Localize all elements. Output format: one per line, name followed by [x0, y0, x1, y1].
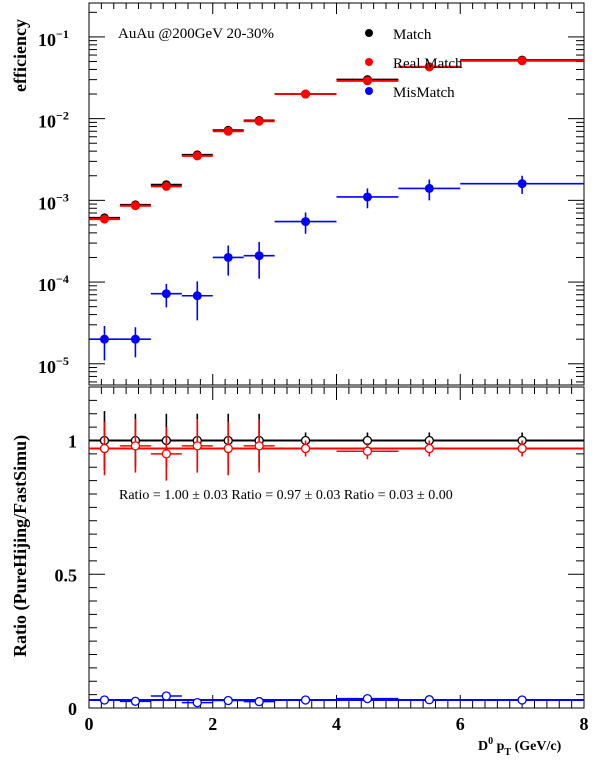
mismatch-point	[161, 289, 171, 299]
mismatch-point	[362, 192, 372, 202]
real-match-point	[223, 126, 233, 136]
x-tick-label: 6	[456, 714, 465, 734]
real-match-ratio-point	[161, 449, 171, 459]
legend-label-match: Match	[393, 27, 432, 43]
legend-marker-real-match	[365, 58, 373, 66]
ratio-data-marks	[89, 411, 584, 708]
real-match-ratio-point	[517, 443, 527, 454]
x-tick-label: 4	[332, 714, 341, 734]
mismatch-ratio-point	[130, 696, 141, 706]
real-match-ratio-point	[99, 443, 110, 454]
mismatch-ratio-point	[161, 691, 171, 701]
ratio-panel-frame	[88, 386, 585, 709]
mismatch-ratio-point	[362, 693, 373, 704]
real-match-point	[424, 62, 434, 72]
mismatch-ratio-point	[300, 695, 311, 705]
mismatch-ratio-point	[254, 696, 264, 707]
y-tick-label: 1	[68, 432, 77, 452]
efficiency-y-tick-labels: 10−1 10−2 10−3 10−4 10−5	[38, 27, 69, 377]
real-match-point	[517, 56, 527, 66]
ratio-axis-ticks	[88, 386, 585, 709]
x-tick-label: 0	[85, 714, 94, 734]
mismatch-point	[517, 179, 527, 189]
legend-marker-mismatch	[365, 87, 373, 95]
collision-system-annotation: AuAu @200GeV 20-30%	[118, 26, 274, 42]
x-axis-label: D0 pT (GeV/c)	[478, 736, 562, 758]
real-match-point	[301, 89, 311, 99]
real-match-point	[161, 181, 171, 191]
real-match-point	[362, 76, 372, 86]
efficiency-data-marks	[89, 55, 584, 361]
real-match-ratio-point	[362, 446, 373, 456]
real-match-point	[99, 214, 109, 224]
ratio-y-axis-label: Ratio (PureHijing/FastSimu)	[10, 435, 31, 657]
legend-marker-match	[365, 29, 373, 37]
y-tick-label: 0.5	[55, 565, 78, 585]
mismatch-point	[301, 217, 311, 227]
mismatch-ratio-point	[192, 698, 202, 708]
real-match-point	[130, 201, 140, 211]
y-tick-label: 10−4	[38, 272, 69, 295]
real-match-ratio-point	[130, 441, 141, 451]
mismatch-point	[99, 334, 109, 344]
ratio-fit-results: Ratio = 1.00 ± 0.03 Ratio = 0.97 ± 0.03 …	[119, 488, 453, 503]
mismatch-point	[130, 334, 140, 344]
legend-label-real-match: Real Match	[393, 56, 463, 72]
x-tick-label: 2	[208, 714, 217, 734]
mismatch-point	[424, 183, 434, 193]
ratio-x-tick-labels: 0 2 4 6 8	[85, 714, 589, 734]
y-tick-label: 10−5	[38, 354, 69, 377]
legend: Match Real Match MisMatch	[365, 27, 463, 101]
mismatch-ratio-point	[517, 695, 527, 705]
mismatch-ratio-point	[99, 695, 110, 705]
mismatch-ratio-point	[424, 695, 434, 705]
real-match-ratio-point	[300, 443, 311, 454]
real-match-point	[254, 116, 264, 126]
real-match-ratio-point	[223, 443, 233, 454]
y-tick-label: 10−2	[38, 109, 69, 132]
real-match-ratio-point	[192, 441, 202, 451]
y-tick-label: 10−1	[38, 27, 69, 50]
real-match-ratio-point	[254, 441, 264, 451]
mismatch-point	[192, 291, 202, 301]
real-match-point	[192, 151, 202, 161]
x-tick-label: 8	[580, 714, 589, 734]
ratio-y-tick-labels: 00.51	[55, 432, 78, 720]
y-tick-label: 10−3	[38, 190, 69, 213]
efficiency-axis-ticks	[88, 3, 584, 385]
y-tick-label: 0	[68, 699, 77, 719]
mismatch-point	[254, 251, 264, 261]
mismatch-point	[223, 252, 233, 262]
efficiency-y-axis-label: efficiency	[10, 19, 30, 92]
real-match-ratio-point	[424, 443, 434, 454]
legend-label-mismatch: MisMatch	[393, 85, 455, 101]
mismatch-ratio-point	[223, 695, 233, 706]
